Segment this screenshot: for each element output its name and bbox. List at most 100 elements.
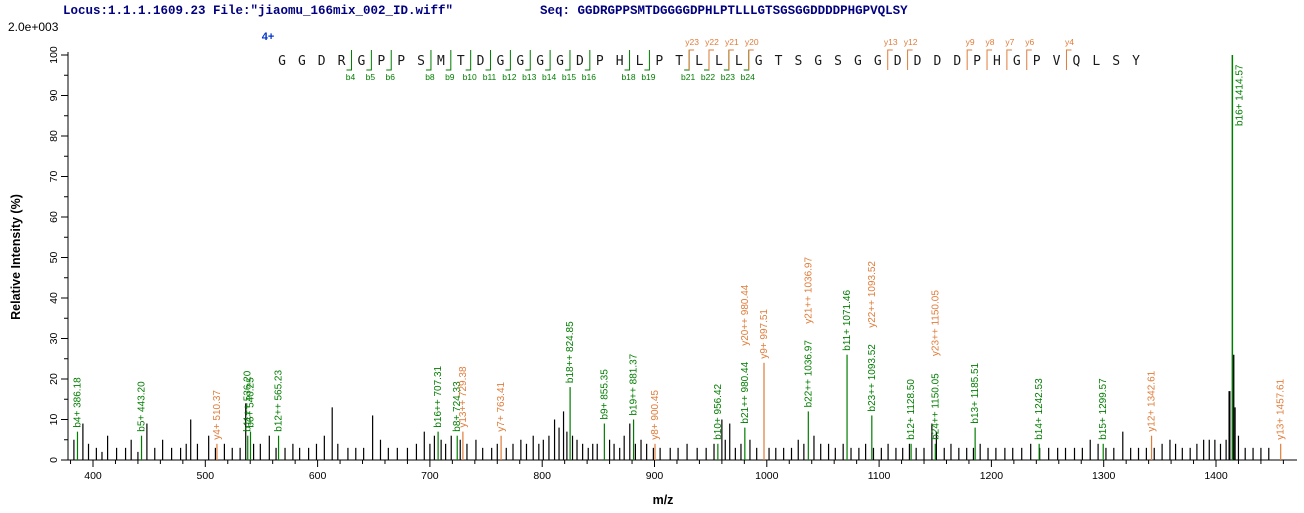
y-ion-index-label: y6 xyxy=(1025,37,1034,47)
y-ion-index-label: y7 xyxy=(1005,37,1014,47)
y-ion-mark xyxy=(907,49,913,70)
residue-letter: D xyxy=(477,54,485,69)
b-ion-index-label: b5 xyxy=(366,72,376,82)
y-ion-mark xyxy=(1065,49,1072,70)
residue-letter: G xyxy=(854,54,862,69)
peak-label: b15+ 1299.57 xyxy=(1098,378,1109,440)
residue-letter: P xyxy=(655,54,663,69)
peak-label: b9+ 855.35 xyxy=(599,369,610,420)
peak-label: b8+ 724.33 xyxy=(452,381,463,432)
y-ion-mark xyxy=(966,49,973,70)
b-ion-index-label: b4 xyxy=(346,72,356,82)
residue-letter: G xyxy=(497,54,505,69)
y-axis-title: Relative Intensity (%) xyxy=(9,194,23,320)
b-ion-index-label: b9 xyxy=(445,72,455,82)
y-ion-mark xyxy=(1006,49,1012,70)
residue-letter: G xyxy=(1013,54,1021,69)
axes: 400 500 600 700 800 900 1000 1100 1200 1300 1400m/… xyxy=(9,46,1297,507)
residue-letter: G xyxy=(298,54,306,69)
residue-letter: G xyxy=(556,54,564,69)
b-ion-mark xyxy=(505,50,511,71)
residue-letter: S xyxy=(417,54,425,69)
residue-letter: T xyxy=(775,54,783,69)
x-tick-label: 400 xyxy=(84,470,102,482)
peak-label-stacked: y20++ 980.44 xyxy=(740,284,751,346)
b-ion-index-label: b21 xyxy=(681,72,695,82)
y-tick-label: 20 xyxy=(48,373,60,385)
peak-label: b11+ 1071.46 xyxy=(842,290,853,351)
residue-letter: L xyxy=(695,54,703,69)
residue-letter: D xyxy=(933,54,941,69)
peak-label: y13++ 729.38 xyxy=(458,366,469,428)
y-ion-mark xyxy=(986,49,993,70)
residue-letter: L xyxy=(735,54,743,69)
x-tick-label: 700 xyxy=(421,470,439,482)
locus-file-label: Locus:1.1.1.1609.23 File:"jiaomu_166mix_… xyxy=(63,4,454,18)
peak-label: y4+ 510.37 xyxy=(212,390,223,440)
y-ion-index-label: y22 xyxy=(705,37,719,47)
peak-label: b6+ 540.25 xyxy=(246,377,257,428)
b-ion-mark xyxy=(386,50,392,71)
peak-label: b21++ 980.44 xyxy=(740,361,751,423)
peak-label: b24++ 1150.05 xyxy=(930,373,941,440)
y-ion-index-label: y8 xyxy=(986,37,995,47)
peak-label: b16++ 707.31 xyxy=(433,365,444,427)
residue-letter: R xyxy=(338,54,346,69)
y-tick-label: 70 xyxy=(48,171,60,183)
x-tick-label: 1300 xyxy=(1092,470,1116,482)
y-tick-label: 10 xyxy=(48,414,60,426)
b-ion-mark xyxy=(644,50,650,71)
residue-letter: L xyxy=(715,54,723,69)
y-tick-label: 90 xyxy=(48,90,60,102)
peak-label: b13+ 1185.51 xyxy=(970,362,981,423)
y-ion-mark xyxy=(748,49,754,70)
residue-letter: L xyxy=(1092,54,1100,69)
peak-label: b22++ 1036.97 xyxy=(803,340,814,408)
residue-letter: G xyxy=(536,54,544,69)
x-tick-label: 800 xyxy=(533,470,551,482)
peak-label: b5+ 443.20 xyxy=(137,381,148,432)
x-tick-label: 1100 xyxy=(868,470,891,482)
residue-letter: P xyxy=(1033,54,1041,69)
b-ion-mark xyxy=(425,50,432,71)
peak-label: b18++ 824.85 xyxy=(565,321,576,383)
y-ion-index-label: y23 xyxy=(685,37,699,47)
b-ion-index-label: b14 xyxy=(542,72,556,82)
b-ion-index-label: b15 xyxy=(562,72,576,82)
b-ion-index-label: b8 xyxy=(425,72,435,82)
sequence-panel: 4+G G D R G P P S M T D G G G G D P H L P T L L L G T S G S G G D D D D P H G… xyxy=(262,31,1140,82)
seq-label: Seq: xyxy=(540,4,571,18)
peak-label: b23++ 1093.52 xyxy=(867,344,878,412)
y-ion-mark xyxy=(688,49,695,70)
y-tick-label: 60 xyxy=(48,211,60,223)
y-tick-label: 30 xyxy=(48,333,60,345)
b-ion-index-label: b16 xyxy=(582,72,596,82)
x-axis-title: m/z xyxy=(653,493,674,507)
b-ion-index-label: b13 xyxy=(522,72,536,82)
residue-letter: D xyxy=(894,54,902,69)
b-ion-index-label: b19 xyxy=(641,72,655,82)
peak-label: y12+ 1342.61 xyxy=(1147,370,1158,431)
b-ion-mark xyxy=(564,50,571,71)
peak-label: b11++ 536.20 xyxy=(243,370,254,431)
b-ion-mark xyxy=(346,50,353,71)
peak-label: y7+ 763.41 xyxy=(496,381,507,431)
residue-letter: G xyxy=(755,54,763,69)
peak-label: b4+ 386.18 xyxy=(72,377,83,428)
y-ion-mark xyxy=(1026,49,1032,70)
x-tick-label: 500 xyxy=(197,470,215,482)
b-ion-mark xyxy=(545,50,551,71)
sequence-header: Seq: GGDRGPPSMTDGGGGDPHLPTLLLGTSGSGGDDDD… xyxy=(540,4,908,18)
b-ion-index-label: b12 xyxy=(502,72,516,82)
residue-letter: T xyxy=(675,54,683,69)
peak-label: y9+ 997.51 xyxy=(759,309,770,359)
residue-letter: P xyxy=(377,54,385,69)
peak-label: b14+ 1242.53 xyxy=(1034,378,1045,440)
b-ion-mark xyxy=(723,50,730,71)
peak-label-stacked: y23++ 1150.05 xyxy=(930,290,941,356)
y-ion-mark xyxy=(708,49,714,70)
residue-letter: D xyxy=(953,54,961,69)
y-ion-index-label: y4 xyxy=(1065,37,1074,47)
